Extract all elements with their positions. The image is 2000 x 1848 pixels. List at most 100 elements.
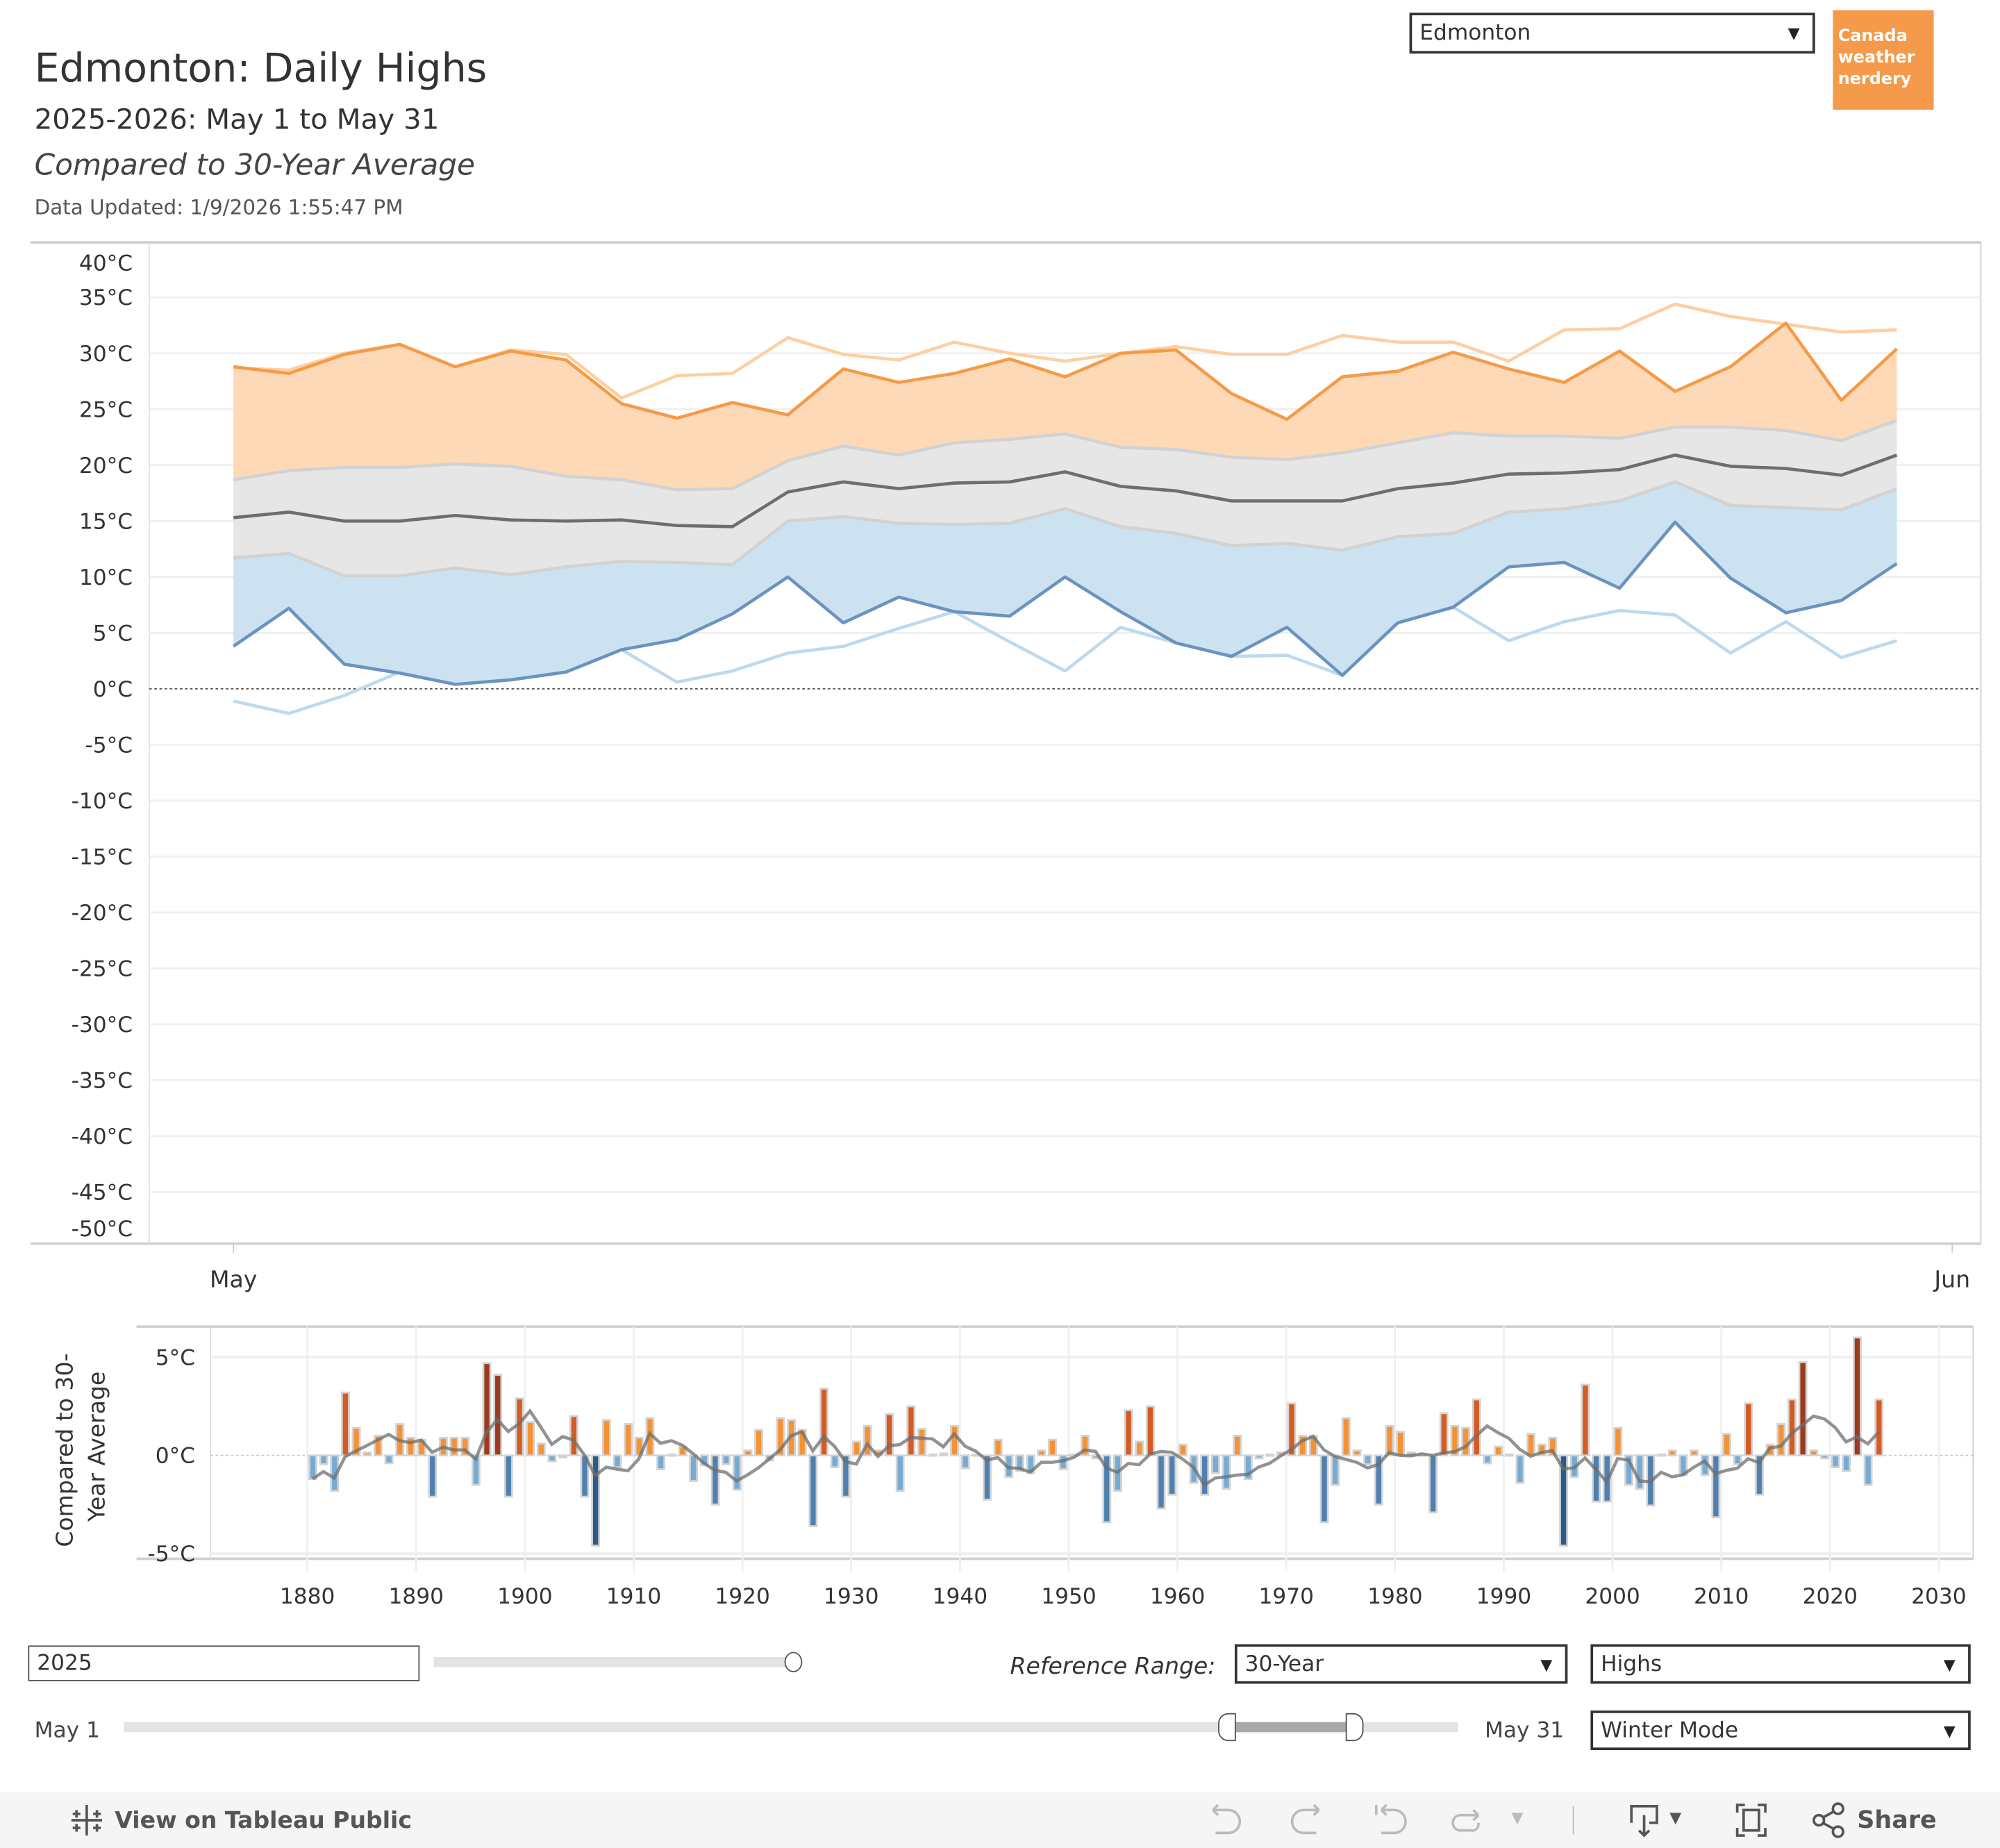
anomaly-bar — [1037, 1449, 1047, 1457]
date-start-label: May 1 — [34, 1718, 100, 1744]
anomaly-bar — [819, 1388, 828, 1457]
reference-range-value: 30-Year — [1244, 1651, 1324, 1677]
tableau-logo-icon — [71, 1804, 102, 1836]
date-range-end-handle[interactable] — [1346, 1713, 1365, 1742]
city-select[interactable]: Edmonton ▼ — [1409, 13, 1815, 54]
download-icon[interactable] — [1626, 1802, 1665, 1838]
revert-icon[interactable] — [1371, 1802, 1409, 1838]
anomaly-bar — [1690, 1449, 1699, 1457]
anomaly-bar — [1635, 1454, 1644, 1490]
anomaly-bar — [1352, 1449, 1362, 1457]
reference-range-select[interactable]: 30-Year ▼ — [1234, 1644, 1568, 1684]
anomaly-bar — [1167, 1454, 1177, 1496]
anomaly-bar — [1504, 1453, 1514, 1457]
y-tick-label: 10°C — [79, 565, 133, 590]
anomaly-bar — [732, 1454, 742, 1491]
year-tick-label: 1900 — [497, 1584, 552, 1609]
anomaly-bar — [526, 1421, 535, 1457]
anomaly-bar — [960, 1454, 970, 1470]
year-slider-track[interactable] — [433, 1656, 794, 1667]
year-tick-label: 1970 — [1258, 1584, 1313, 1609]
anomaly-bar — [1657, 1453, 1666, 1457]
fullscreen-icon[interactable] — [1732, 1802, 1770, 1838]
anomaly-bar — [624, 1423, 633, 1457]
anomaly-bar — [1102, 1454, 1112, 1524]
toolbar-divider — [1572, 1806, 1574, 1835]
dropdown-arrow-icon: ▼ — [1788, 24, 1800, 42]
redo-icon[interactable] — [1288, 1802, 1326, 1838]
dropdown-arrow-icon: ▼ — [1540, 1655, 1553, 1673]
anomaly-bar — [1210, 1454, 1220, 1474]
data-updated-text: Data Updated: 1/9/2026 1:55:47 PM — [34, 195, 403, 219]
below-normal-area — [233, 481, 1897, 685]
share-label: Share — [1857, 1806, 1937, 1835]
year-input[interactable]: 2025 — [28, 1645, 420, 1681]
refresh-dropdown-icon[interactable]: ▼ — [1511, 1808, 1524, 1827]
y-tick-label: -35°C — [72, 1068, 133, 1093]
anomaly-bar — [1081, 1435, 1090, 1457]
year-input-value: 2025 — [37, 1650, 92, 1676]
anomaly-bar — [1483, 1454, 1492, 1465]
date-range-selected — [1231, 1722, 1351, 1733]
share-button[interactable]: Share — [1811, 1802, 1937, 1838]
anomaly-bar — [1667, 1449, 1677, 1457]
year-tick-label: 2020 — [1803, 1584, 1858, 1609]
share-icon — [1812, 1802, 1844, 1838]
date-range-subtitle: 2025-2026: May 1 to May 31 — [34, 104, 440, 137]
anomaly-bar — [319, 1454, 328, 1465]
y-tick-label: -25°C — [72, 956, 133, 981]
anomaly-bar — [1254, 1454, 1264, 1460]
anomaly-bar — [1298, 1435, 1308, 1457]
page-title: Edmonton: Daily Highs — [34, 46, 488, 92]
anomaly-bar — [1178, 1443, 1188, 1457]
view-on-tableau-link[interactable]: View on Tableau Public — [69, 1802, 412, 1838]
date-range-start-handle[interactable] — [1218, 1713, 1237, 1742]
mode-select[interactable]: Winter Mode ▼ — [1590, 1710, 1971, 1751]
anomaly-bar — [928, 1453, 938, 1457]
anomaly-bar — [1145, 1405, 1155, 1457]
average-line — [233, 453, 1898, 528]
logo[interactable]: Canada weather nerdery — [1833, 10, 1934, 110]
measure-select[interactable]: Highs ▼ — [1590, 1644, 1971, 1684]
comparison-subtitle: Compared to 30-Year Average — [34, 149, 475, 183]
bar-y-axis-title: Compared to 30- Year Average — [51, 1346, 110, 1547]
anomaly-bar — [536, 1442, 546, 1457]
download-dropdown-icon[interactable]: ▼ — [1669, 1808, 1682, 1827]
x-tick-label: Jun — [1933, 1265, 1970, 1292]
anomaly-bar — [1319, 1454, 1329, 1524]
y-tick-label: 0°C — [93, 677, 133, 702]
anomaly-bar — [993, 1438, 1003, 1457]
anomaly-bar — [808, 1454, 818, 1527]
anomaly-bar — [830, 1454, 840, 1469]
year-tick-label: 1890 — [389, 1584, 444, 1609]
anomaly-bar — [906, 1405, 916, 1457]
anomaly-bar — [1200, 1454, 1210, 1496]
anomaly-bar — [776, 1417, 785, 1457]
anomaly-bar — [1124, 1409, 1133, 1457]
x-tick-label: May — [210, 1265, 257, 1292]
lowest-line — [232, 520, 1898, 686]
trend-line — [311, 1408, 1880, 1488]
refresh-icon[interactable] — [1448, 1802, 1486, 1838]
anomaly-bar — [1015, 1454, 1024, 1472]
year-tick-label: 1930 — [824, 1584, 878, 1609]
upper-normal-line — [233, 419, 1898, 492]
anomaly-bar — [1439, 1412, 1449, 1457]
anomaly-bar — [885, 1413, 894, 1457]
anomaly-bar — [1733, 1454, 1742, 1465]
anomaly-bar — [1461, 1426, 1471, 1457]
footer-toolbar — [0, 1792, 2000, 1848]
y-axis-title-line-1: Compared to 30- — [51, 1354, 78, 1547]
year-tick-label: 2030 — [1911, 1584, 1966, 1609]
anomaly-bar — [1287, 1402, 1297, 1457]
date-range-track[interactable] — [124, 1722, 1458, 1733]
undo-icon[interactable] — [1206, 1802, 1244, 1838]
anomaly-bar — [1842, 1454, 1851, 1472]
anomaly-bar — [1559, 1454, 1568, 1547]
anomaly-bar — [1831, 1454, 1840, 1469]
y-tick-label: 20°C — [79, 453, 133, 478]
anomaly-bar — [895, 1454, 905, 1492]
y-tick-label: 15°C — [79, 509, 133, 534]
anomaly-bar — [1581, 1383, 1590, 1457]
year-slider-handle[interactable] — [784, 1651, 803, 1672]
